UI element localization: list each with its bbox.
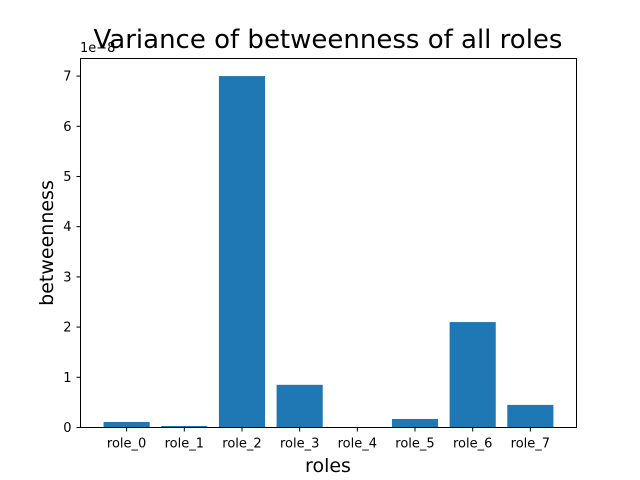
y-tick-label: 6	[63, 120, 71, 135]
bar-role_7	[507, 404, 554, 428]
x-tick-label: role_4	[338, 437, 377, 452]
y-axis-label: betweenness	[36, 180, 58, 306]
y-tick-label: 3	[63, 270, 71, 285]
chart-title: Variance of betweenness of all roles	[94, 25, 563, 55]
y-tick-label: 1	[63, 371, 71, 386]
x-tick-label: role_2	[222, 437, 261, 452]
bar-role_2	[218, 76, 266, 428]
y-tick-label: 2	[63, 321, 71, 336]
x-axis-label: roles	[305, 455, 351, 477]
bar-role_3	[276, 384, 323, 428]
bar-role_0	[103, 421, 150, 428]
bars-group	[103, 76, 554, 428]
y-tick-label: 0	[63, 421, 71, 436]
y-axis-ticks: 0 1 2 3 4 5 6 7	[63, 70, 81, 436]
x-tick-label: role_3	[280, 437, 319, 452]
bar-role_6	[449, 322, 496, 428]
y-tick-label: 4	[63, 220, 71, 235]
y-axis-offset-label: 1e−8	[80, 41, 115, 56]
bar-role_1	[161, 425, 208, 428]
x-tick-label: role_6	[453, 437, 492, 452]
bar-role_5	[391, 418, 439, 428]
y-tick-label: 7	[63, 70, 71, 85]
x-tick-label: role_1	[165, 437, 204, 452]
plot-frame	[80, 58, 577, 428]
x-tick-label: role_0	[107, 437, 146, 452]
x-axis-ticks: role_0 role_1 role_2 role_3 role_4 role_5 role…	[107, 427, 550, 452]
y-tick-label: 5	[63, 170, 71, 185]
x-tick-label: role_5	[395, 437, 434, 452]
x-tick-label: role_7	[511, 437, 550, 452]
